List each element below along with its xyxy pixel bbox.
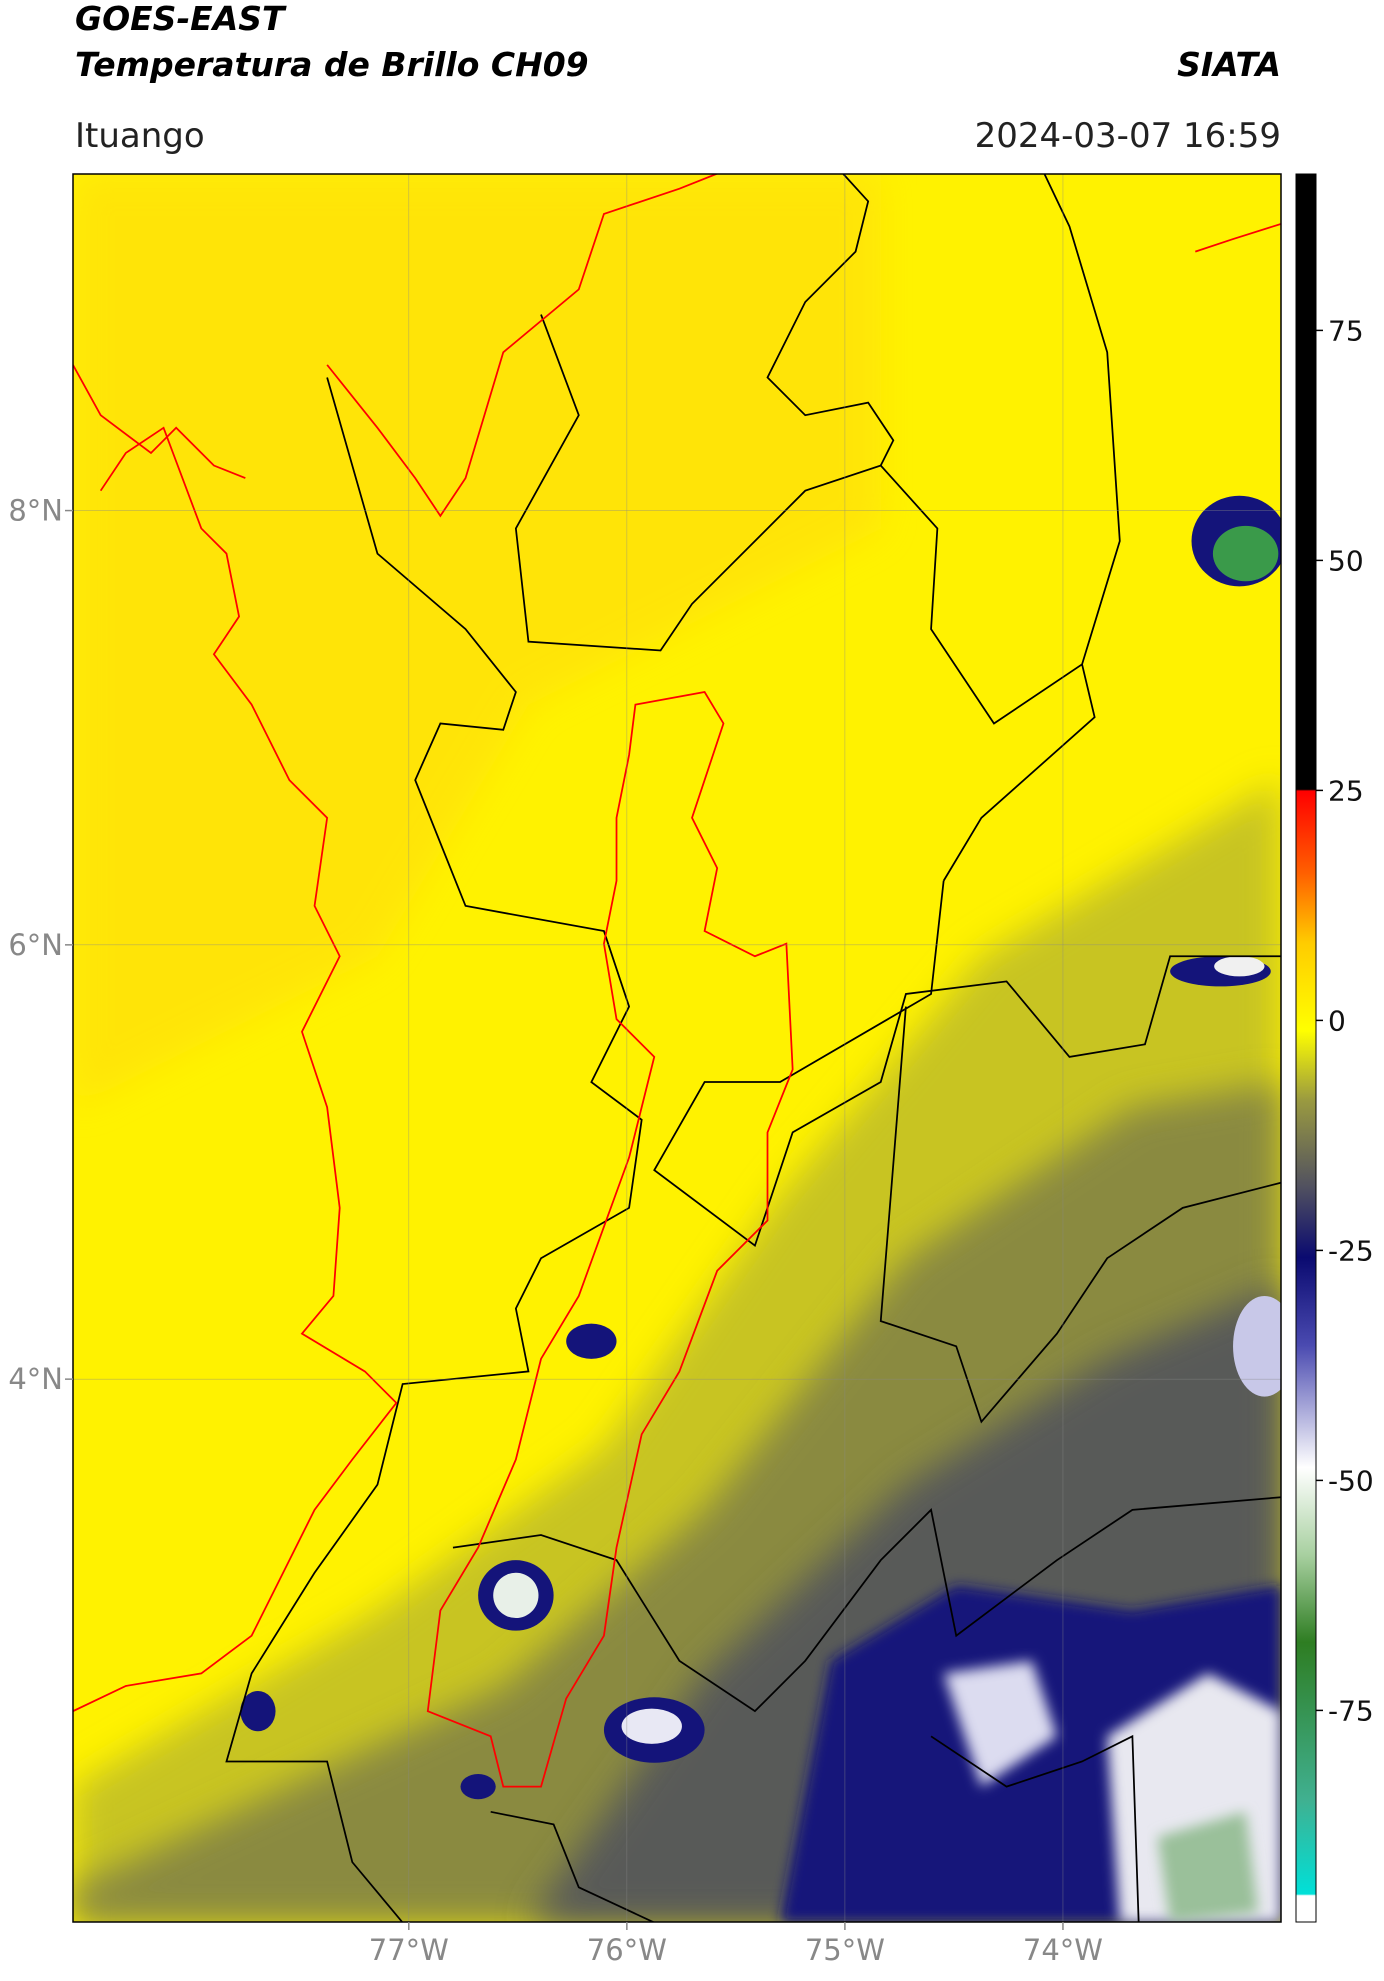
- x-tick-label: 77°W: [369, 1933, 449, 1967]
- subtitle: Temperatura de Brillo CH09: [75, 45, 589, 84]
- colorbar-tick-label: -25: [1328, 1234, 1374, 1267]
- colorbar-tick-label: 25: [1328, 774, 1364, 807]
- x-tick-label: 76°W: [587, 1933, 667, 1967]
- grid: [73, 174, 1281, 1922]
- colorbar-tick-label: -50: [1328, 1464, 1374, 1497]
- colorbar-tick-label: 50: [1328, 544, 1364, 577]
- satellite-image: [73, 174, 1281, 1922]
- title: GOES-EAST: [75, 0, 287, 38]
- region: Ituango: [75, 116, 205, 156]
- map-frame: [72, 173, 1282, 1923]
- y-tick-label: 6°N: [8, 928, 63, 962]
- colorbar: [1295, 173, 1317, 1923]
- timestamp: 2024-03-07 16:59: [975, 116, 1281, 156]
- y-tick-label: 4°N: [8, 1362, 63, 1396]
- colorbar-tick-label: 75: [1328, 314, 1364, 347]
- y-tick-label: 8°N: [8, 494, 63, 528]
- x-tick-label: 75°W: [805, 1933, 885, 1967]
- brand: SIATA: [1177, 45, 1281, 84]
- colorbar-tick-label: 0: [1328, 1004, 1346, 1037]
- colorbar-tick-label: -75: [1328, 1694, 1374, 1727]
- x-tick-label: 74°W: [1023, 1933, 1103, 1967]
